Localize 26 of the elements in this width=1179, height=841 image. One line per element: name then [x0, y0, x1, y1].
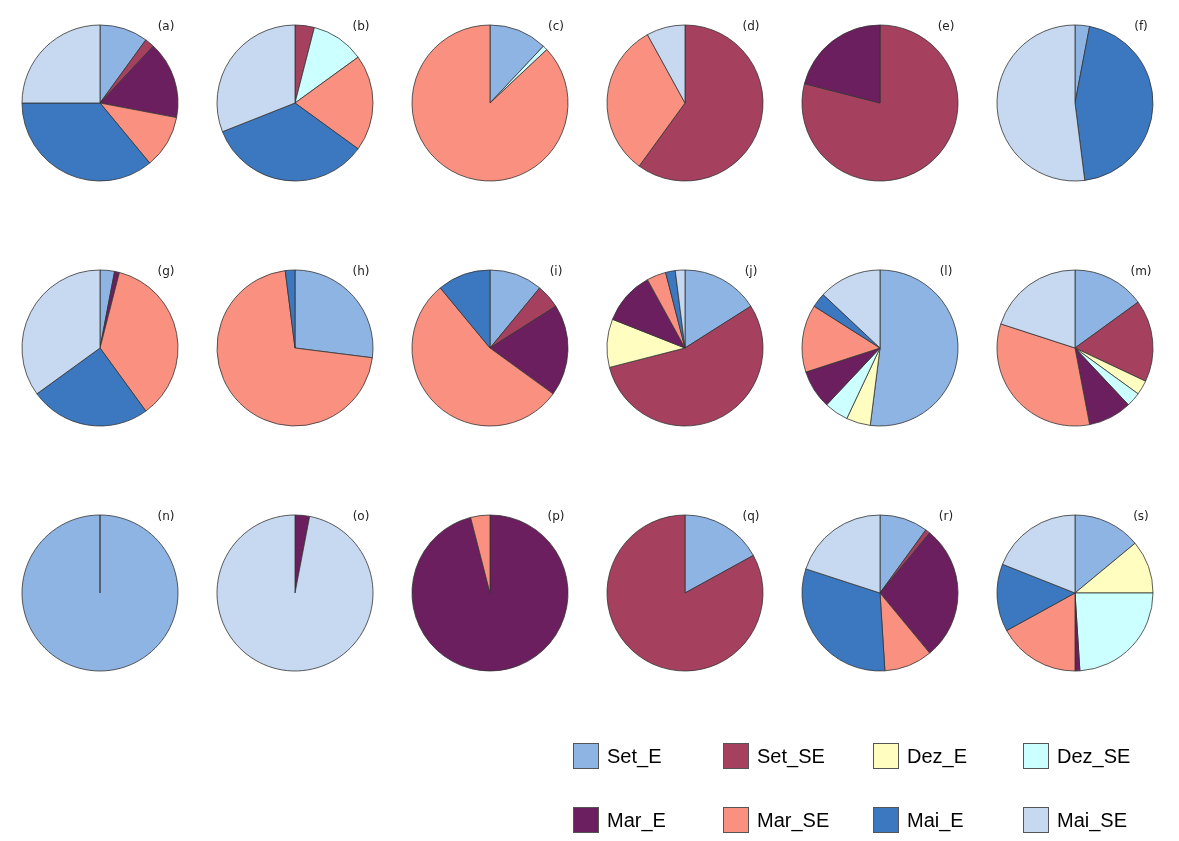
chart-title: (j) [744, 264, 758, 278]
chart-title: (e) [937, 19, 955, 33]
chart-title: (m) [1130, 264, 1152, 278]
chart-title: (p) [547, 509, 565, 523]
chart-title: (h) [352, 264, 370, 278]
chart-title: (s) [1133, 509, 1149, 523]
legend-label: Mar_E [607, 808, 666, 832]
legend-label: Mai_SE [1057, 808, 1128, 832]
legend-label: Dez_SE [1057, 744, 1131, 768]
chart-title: (g) [157, 264, 175, 278]
chart-title: (r) [938, 509, 954, 523]
chart-title: (i) [549, 264, 563, 278]
legend-label: Dez_E [907, 744, 968, 768]
legend-label: Mar_SE [757, 808, 830, 832]
chart-title: (a) [157, 19, 175, 33]
chart-title: (q) [742, 509, 760, 523]
legend-label: Set_SE [757, 744, 825, 768]
legend-label: Mai_E [907, 808, 964, 832]
chart-title: (l) [939, 264, 953, 278]
chart-title: (n) [157, 509, 175, 523]
legend-label: Set_E [607, 744, 662, 768]
chart-title: (c) [548, 19, 564, 33]
chart-title: (b) [352, 19, 370, 33]
chart-title: (o) [352, 509, 370, 523]
chart-title: (d) [742, 19, 760, 33]
chart-title: (f) [1134, 19, 1148, 33]
